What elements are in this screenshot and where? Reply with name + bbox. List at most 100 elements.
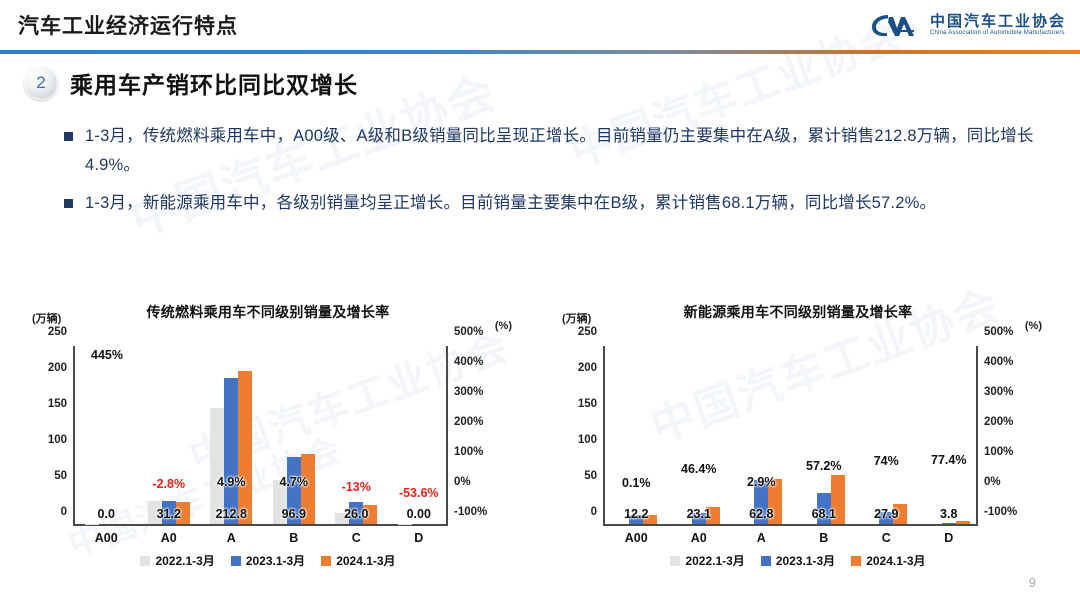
legend-item[interactable]: 2023.1-3月 — [760, 552, 836, 569]
x-axis-tick: A00 — [624, 531, 648, 545]
chart-legend: 2022.1-3月 2023.1-3月 2024.1-3月 — [18, 552, 518, 569]
growth-rate-label: 4.7% — [279, 474, 309, 489]
logo-title-cn: 中国汽车工业协会 — [929, 13, 1066, 30]
bar-group-bars — [605, 346, 668, 524]
bar-value-label: 68.1 — [811, 507, 836, 521]
bar-group-bars — [75, 346, 138, 524]
y2-axis-tick: 500% — [984, 326, 1014, 338]
legend-label: 2022.1-3月 — [155, 554, 215, 568]
bar-new-energy-A-2023.1-3月 — [754, 480, 769, 524]
bar-new-energy-C-2024.1-3月 — [893, 503, 908, 524]
caam-logo-icon — [871, 15, 914, 37]
y2-axis-tick: 300% — [454, 386, 484, 398]
page-title: 汽车工业经济运行特点 — [18, 15, 238, 38]
y-axis-tick: 0 — [60, 506, 67, 518]
y2-axis-tick: 500% — [454, 326, 484, 338]
y2-axis-tick: -100% — [984, 506, 1018, 518]
y2-axis-tick: 200% — [454, 416, 484, 428]
chart-traditional-fuel: 传统燃料乘用车不同级别销量及增长率 (万辆) (%) 0 50 100 150 200 250 -… — [18, 300, 518, 600]
bar-value-label: 96.9 — [281, 507, 306, 521]
logo-title-en: China Association of Automobile Manufact… — [929, 30, 1065, 36]
bar-group: 12.2 0.1% A00 — [605, 346, 668, 545]
y-axis-tick: 200 — [47, 362, 67, 374]
legend-label: 2023.1-3月 — [775, 554, 836, 568]
bar-traditional-fuel-C-2023.1-3月 — [349, 502, 364, 524]
y-axis-tick: 0 — [590, 506, 597, 518]
bar-new-energy-A00-2024.1-3月 — [643, 515, 658, 524]
bullet-square-icon — [64, 132, 73, 141]
chart-title: 新能源乘用车不同级别销量及增长率 — [683, 304, 913, 320]
bar-new-energy-B-2024.1-3月 — [830, 474, 845, 524]
legend-swatch — [321, 555, 332, 566]
bar-new-energy-A0-2024.1-3月 — [705, 507, 720, 524]
bar-group: 3.8 77.4% D — [918, 346, 981, 545]
bar-group: 27.9 74% C — [855, 346, 918, 545]
section-title: 乘用车产销环比同比双增长 — [70, 72, 358, 98]
header-divider — [0, 50, 1080, 54]
bar-group-bars — [325, 346, 388, 524]
growth-rate-label: -13% — [341, 479, 371, 494]
section-heading: 2 乘用车产销环比同比双增长 — [24, 66, 358, 100]
bar-group: 23.1 46.4% A0 — [668, 346, 731, 545]
bar-value-label: 26.0 — [344, 507, 369, 521]
y2-axis-unit-label: (%) — [1024, 320, 1042, 332]
legend-label: 2023.1-3月 — [245, 554, 306, 568]
legend-item[interactable]: 2023.1-3月 — [230, 552, 306, 569]
y-axis-tick: 150 — [577, 398, 597, 410]
legend-swatch — [760, 555, 771, 566]
bar-traditional-fuel-A0-2024.1-3月 — [175, 501, 190, 524]
bar-new-energy-A00-2023.1-3月 — [629, 515, 644, 524]
y2-axis-tick: 0% — [984, 476, 1001, 488]
y2-axis-tick: 400% — [984, 356, 1014, 368]
bar-traditional-fuel-A0-2022.1-3月 — [147, 500, 162, 524]
y2-axis-tick: 300% — [984, 386, 1014, 398]
y2-axis-tick: 400% — [454, 356, 484, 368]
bar-group: 31.2 -2.8% A0 — [138, 346, 201, 545]
growth-rate-label: -2.8% — [152, 476, 186, 491]
caam-logo: 中国汽车工业协会 China Association of Automobile… — [868, 10, 1066, 40]
chart-legend: 2022.1-3月 2023.1-3月 2024.1-3月 — [548, 552, 1048, 569]
bar-value-label: 0.0 — [97, 507, 115, 521]
bar-traditional-fuel-A-2023.1-3月 — [224, 377, 239, 524]
y-axis-tick: 250 — [577, 326, 597, 338]
y2-axis-unit-label: (%) — [494, 320, 512, 332]
x-axis-tick: A — [226, 531, 236, 545]
growth-rate-label: 74% — [873, 453, 899, 468]
bar-value-label: 62.8 — [749, 507, 774, 521]
legend-item[interactable]: 2022.1-3月 — [670, 552, 745, 569]
legend-swatch — [230, 555, 241, 566]
growth-rate-label: 46.4% — [681, 462, 717, 477]
growth-rate-label: 2.9% — [747, 475, 776, 490]
growth-rate-label: 77.4% — [931, 452, 967, 467]
bar-value-label: 27.9 — [874, 507, 899, 521]
bar-group: 26.0 -13% C — [325, 346, 388, 545]
bar-value-label: 3.8 — [940, 507, 958, 521]
y-axis-unit-label: (万辆) — [32, 313, 62, 325]
y-axis-tick: 250 — [47, 326, 67, 338]
legend-item[interactable]: 2024.1-3月 — [851, 552, 926, 569]
bar-new-energy-A0-2023.1-3月 — [691, 512, 706, 524]
bar-value-label: 23.1 — [686, 507, 711, 521]
bar-new-energy-D-2024.1-3月 — [955, 521, 970, 524]
bar-group-bars — [263, 346, 326, 524]
bar-group: 212.8 4.9% A — [200, 346, 263, 545]
y2-axis-tick: 100% — [454, 446, 484, 458]
growth-rate-label: 4.9% — [217, 474, 246, 489]
y-axis-unit-label: (万辆) — [562, 313, 592, 325]
y-axis-tick: 50 — [584, 470, 597, 482]
x-axis-tick: A0 — [160, 531, 177, 545]
bullet-square-icon — [64, 198, 73, 208]
legend-swatch — [140, 555, 151, 566]
bar-group: 62.8 2.9% A — [730, 346, 793, 545]
y-axis-tick: 50 — [54, 470, 67, 482]
legend-item[interactable]: 2024.1-3月 — [321, 552, 396, 569]
bar-value-label: 0.00 — [406, 507, 431, 521]
x-axis-tick: B — [289, 531, 299, 545]
y2-axis-tick: -100% — [454, 506, 488, 518]
bar-group: 68.1 57.2% B — [793, 346, 856, 545]
legend-label: 2022.1-3月 — [685, 554, 745, 568]
legend-item[interactable]: 2022.1-3月 — [140, 552, 215, 569]
bar-value-label: 12.2 — [624, 507, 649, 521]
bar-new-energy-D-2023.1-3月 — [941, 522, 956, 524]
legend-label: 2024.1-3月 — [866, 554, 926, 568]
